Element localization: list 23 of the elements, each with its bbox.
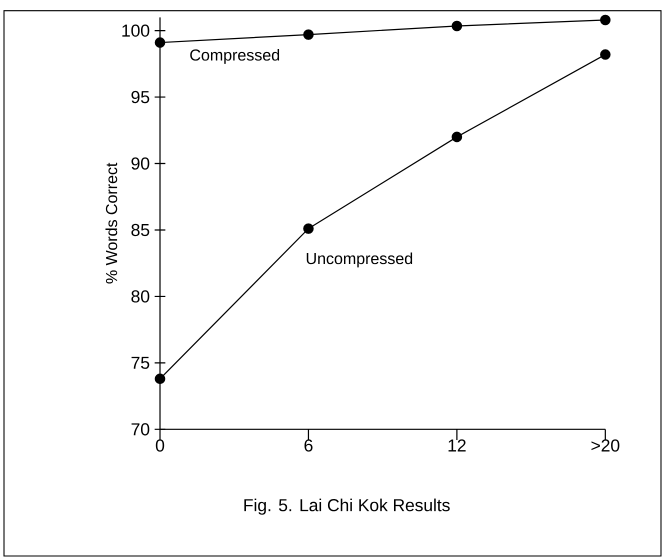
series-label: Compressed [190, 48, 280, 64]
y-tick-label: 90 [131, 157, 150, 170]
x-tick-label: 12 [448, 439, 466, 452]
point [452, 132, 462, 142]
point [600, 14, 611, 26]
y-tick-label: 70 [132, 423, 150, 436]
y-tick-label: 100 [122, 24, 150, 37]
y-tick-label: 75 [132, 356, 150, 369]
y-tick-label: 95 [131, 90, 150, 104]
point [303, 223, 314, 234]
x-tick-label: >20 [591, 439, 620, 452]
point [154, 374, 166, 384]
point [452, 20, 462, 32]
x-tick-label: 0 [156, 439, 164, 452]
y-tick-label: 85 [131, 224, 150, 236]
caption: Fig. 5. Lai Chi Kok Results [244, 498, 450, 515]
series-label: Uncompressed [306, 252, 412, 268]
point [154, 37, 166, 48]
point [303, 29, 314, 40]
y-tick-label: 80 [131, 290, 150, 303]
point [600, 49, 611, 60]
y-axis-title: % Words Correct [105, 162, 118, 284]
x-tick-label: 6 [304, 439, 313, 452]
